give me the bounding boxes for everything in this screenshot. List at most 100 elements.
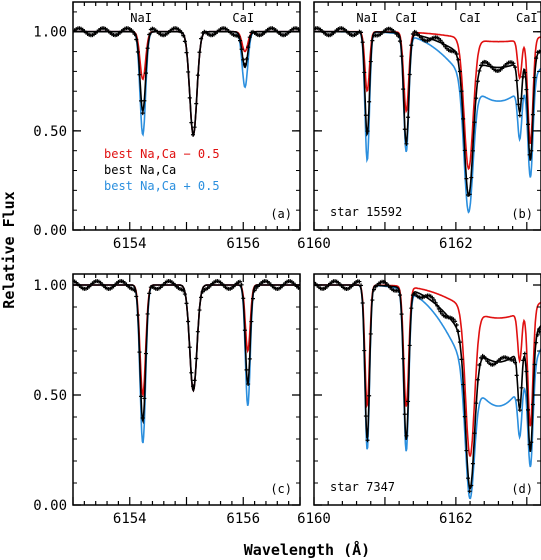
series-line-best <box>73 284 300 425</box>
observed-point <box>298 286 300 291</box>
observed-point <box>467 489 472 494</box>
observed-point <box>143 71 148 76</box>
line-annotation: CaI <box>516 11 538 25</box>
legend: best Na,Ca − 0.5 best Na,Ca best Na,Ca + 0… <box>104 147 220 193</box>
observed-point <box>461 116 466 121</box>
observed-point <box>147 32 152 37</box>
observed-point <box>246 382 251 387</box>
y-tick-label: 0.50 <box>33 388 67 404</box>
observed-point <box>464 448 469 453</box>
observed-point <box>514 373 519 378</box>
observed-point <box>142 396 147 401</box>
observed-point <box>247 356 252 361</box>
observed-point <box>475 377 480 382</box>
observed-point <box>363 414 368 419</box>
observed-point <box>514 78 519 83</box>
x-tick-label: 6160 <box>297 236 331 252</box>
series-line-plus <box>314 30 541 214</box>
observed-point <box>529 440 534 445</box>
panel-d: 6160 6162 (d) star 7347 <box>297 273 541 527</box>
observed-point <box>360 301 365 306</box>
observed-point <box>189 120 194 125</box>
x-tick-label: 6154 <box>113 236 147 252</box>
observed-point <box>184 301 189 306</box>
x-tick-label: 6162 <box>439 511 473 527</box>
line-annotation: CaI <box>232 11 254 25</box>
legend-item-best: best Na,Ca <box>104 163 176 177</box>
observed-point <box>467 192 472 197</box>
series-line-best <box>314 284 541 490</box>
star-label: star 7347 <box>330 480 395 494</box>
observed-point <box>239 282 244 287</box>
legend-item-plus: best Na,Ca + 0.5 <box>104 179 220 193</box>
observed-point <box>440 40 445 45</box>
observed-point <box>249 319 254 324</box>
observed-point <box>404 433 409 438</box>
observed-point <box>236 34 241 39</box>
panel-label: (a) <box>270 207 292 221</box>
observed-point <box>524 87 529 92</box>
series-line-minus <box>314 284 541 457</box>
observed-point <box>513 65 518 70</box>
observed-point <box>238 279 243 284</box>
axes-frame <box>72 1 301 231</box>
observed-point <box>406 115 411 120</box>
y-tick-label: 0.50 <box>33 124 67 140</box>
series-line-best <box>73 30 300 137</box>
observed-point <box>436 306 441 311</box>
observed-point <box>194 101 199 106</box>
observed-point <box>371 287 376 292</box>
observed-point <box>145 311 150 316</box>
observed-point <box>367 99 372 104</box>
observed-point <box>189 370 194 375</box>
observed-point <box>367 393 372 398</box>
observed-point <box>474 96 479 101</box>
observed-point <box>247 35 252 40</box>
observed-point <box>456 57 461 62</box>
panel-label: (c) <box>270 482 292 496</box>
panel-label: (b) <box>511 207 533 221</box>
observed-point <box>241 296 246 301</box>
observed-point <box>438 38 443 43</box>
observed-point <box>517 113 522 118</box>
x-tick-label: 6156 <box>226 511 260 527</box>
observed-point <box>513 360 518 365</box>
observed-point <box>298 28 300 33</box>
observed-point <box>534 56 539 61</box>
observed-point <box>179 30 184 35</box>
observed-point <box>250 296 255 301</box>
observed-point <box>431 297 436 302</box>
observed-point <box>526 122 531 127</box>
panel-c: 0.00 0.50 1.00 6154 6156 (c) <box>33 273 301 527</box>
x-axis-label: Wavelength (Å) <box>244 540 370 559</box>
observed-point <box>184 50 189 55</box>
observed-point <box>368 331 373 336</box>
observed-point <box>134 294 139 299</box>
observed-point <box>194 356 199 361</box>
observed-point <box>451 317 456 322</box>
observed-point <box>362 70 367 75</box>
observed-point <box>517 408 522 413</box>
observed-point <box>462 148 467 153</box>
observed-point <box>522 70 527 75</box>
line-annotation: NaI <box>356 11 378 25</box>
observed-point <box>359 30 364 35</box>
observed-point <box>477 68 482 73</box>
observed-point <box>252 288 257 293</box>
legend-item-minus: best Na,Ca − 0.5 <box>104 147 220 161</box>
observed-point <box>186 69 191 74</box>
observed-point <box>453 319 458 324</box>
plot-area <box>73 279 300 444</box>
observed-point <box>397 293 402 298</box>
observed-point <box>186 319 191 324</box>
observed-point <box>135 49 140 54</box>
observed-point <box>132 32 137 37</box>
x-tick-label: 6156 <box>226 236 260 252</box>
observed-point <box>241 57 246 62</box>
observed-point <box>474 401 479 406</box>
observed-point <box>134 37 139 42</box>
observed-point <box>430 295 435 300</box>
line-annotation: CaI <box>395 11 417 25</box>
observed-point <box>435 303 440 308</box>
